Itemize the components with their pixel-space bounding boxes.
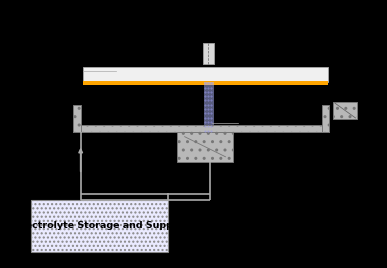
- Bar: [31, 200, 168, 252]
- Bar: [322, 105, 329, 132]
- Bar: [73, 105, 80, 132]
- Bar: [203, 43, 214, 64]
- Text: Electrolyte Storage and Supply: Electrolyte Storage and Supply: [16, 221, 182, 230]
- Bar: [73, 125, 329, 132]
- Bar: [333, 102, 357, 119]
- Bar: [177, 131, 233, 162]
- Bar: [82, 81, 327, 85]
- Bar: [82, 67, 327, 82]
- Bar: [204, 82, 214, 133]
